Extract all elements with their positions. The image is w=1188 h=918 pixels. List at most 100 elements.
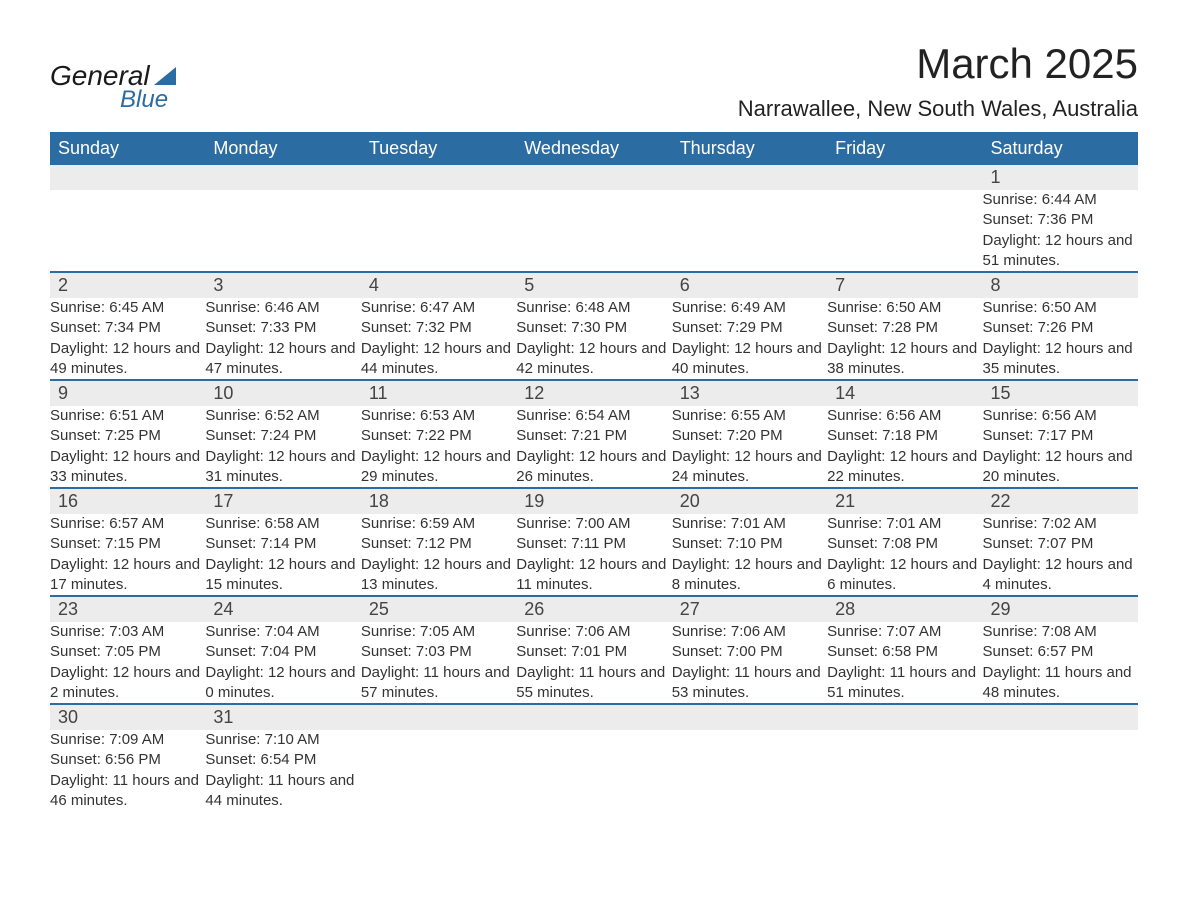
day-detail-cell: Sunrise: 6:59 AMSunset: 7:12 PMDaylight:… [361,514,516,596]
day-detail-cell [672,190,827,272]
day-cell: 8 [983,272,1138,298]
day-number: 28 [827,597,982,622]
sunrise-text: Sunrise: 6:49 AM [672,298,827,318]
day-number: 30 [50,705,205,730]
daylight-text: Daylight: 11 hours and 55 minutes. [516,663,671,704]
sunrise-text: Sunrise: 7:01 AM [672,514,827,534]
sunrise-text: Sunrise: 6:59 AM [361,514,516,534]
day-cell: 31 [205,704,360,730]
day-cell: 7 [827,272,982,298]
day-cell: 28 [827,596,982,622]
sunrise-text: Sunrise: 7:04 AM [205,622,360,642]
sunset-text: Sunset: 7:10 PM [672,534,827,554]
sunset-text: Sunset: 6:57 PM [983,642,1138,662]
sunrise-text: Sunrise: 6:56 AM [827,406,982,426]
day-cell: 11 [361,380,516,406]
day-number: 19 [516,489,671,514]
day-cell: 17 [205,488,360,514]
sunrise-text: Sunrise: 7:10 AM [205,730,360,750]
daylight-text: Daylight: 11 hours and 48 minutes. [983,663,1138,704]
sunset-text: Sunset: 7:21 PM [516,426,671,446]
day-detail-cell: Sunrise: 6:53 AMSunset: 7:22 PMDaylight:… [361,406,516,488]
day-cell: 6 [672,272,827,298]
day-number: 27 [672,597,827,622]
brand-part2: Blue [120,86,168,114]
sunset-text: Sunset: 7:03 PM [361,642,516,662]
day-cell [50,165,205,190]
sunset-text: Sunset: 7:32 PM [361,318,516,338]
daylight-text: Daylight: 12 hours and 0 minutes. [205,663,360,704]
day-number: 8 [983,273,1138,298]
day-cell [516,165,671,190]
day-detail-cell [50,190,205,272]
day-number: 1 [983,165,1138,190]
sunrise-text: Sunrise: 6:45 AM [50,298,205,318]
detail-row: Sunrise: 7:03 AMSunset: 7:05 PMDaylight:… [50,622,1138,704]
daynum-row: 3031 [50,704,1138,730]
day-cell: 15 [983,380,1138,406]
daylight-text: Daylight: 11 hours and 44 minutes. [205,771,360,812]
day-detail-cell: Sunrise: 6:47 AMSunset: 7:32 PMDaylight:… [361,298,516,380]
day-cell: 10 [205,380,360,406]
sunrise-text: Sunrise: 6:44 AM [983,190,1138,210]
day-detail-cell: Sunrise: 7:01 AMSunset: 7:08 PMDaylight:… [827,514,982,596]
sunset-text: Sunset: 7:29 PM [672,318,827,338]
sunrise-text: Sunrise: 7:02 AM [983,514,1138,534]
sunrise-text: Sunrise: 7:06 AM [516,622,671,642]
day-detail-cell: Sunrise: 7:04 AMSunset: 7:04 PMDaylight:… [205,622,360,704]
daylight-text: Daylight: 12 hours and 47 minutes. [205,339,360,380]
day-number: 25 [361,597,516,622]
daylight-text: Daylight: 12 hours and 6 minutes. [827,555,982,596]
day-cell [205,165,360,190]
day-number: 13 [672,381,827,406]
day-number: 20 [672,489,827,514]
day-number: 26 [516,597,671,622]
sunset-text: Sunset: 7:15 PM [50,534,205,554]
detail-row: Sunrise: 6:51 AMSunset: 7:25 PMDaylight:… [50,406,1138,488]
daylight-text: Daylight: 12 hours and 29 minutes. [361,447,516,488]
daylight-text: Daylight: 11 hours and 51 minutes. [827,663,982,704]
weekday-header: Friday [827,132,982,165]
calendar-location: Narrawallee, New South Wales, Australia [738,96,1138,122]
day-detail-cell: Sunrise: 6:51 AMSunset: 7:25 PMDaylight:… [50,406,205,488]
sunrise-text: Sunrise: 6:57 AM [50,514,205,534]
day-detail-cell: Sunrise: 7:06 AMSunset: 7:01 PMDaylight:… [516,622,671,704]
day-cell: 12 [516,380,671,406]
day-detail-cell: Sunrise: 6:46 AMSunset: 7:33 PMDaylight:… [205,298,360,380]
day-detail-cell: Sunrise: 7:06 AMSunset: 7:00 PMDaylight:… [672,622,827,704]
day-detail-cell: Sunrise: 7:09 AMSunset: 6:56 PMDaylight:… [50,730,205,811]
day-cell: 3 [205,272,360,298]
day-cell: 24 [205,596,360,622]
day-detail-cell: Sunrise: 6:48 AMSunset: 7:30 PMDaylight:… [516,298,671,380]
day-cell [672,165,827,190]
day-cell: 20 [672,488,827,514]
title-block: March 2025 Narrawallee, New South Wales,… [738,40,1138,122]
sunset-text: Sunset: 7:18 PM [827,426,982,446]
day-detail-cell [516,190,671,272]
sunrise-text: Sunrise: 6:47 AM [361,298,516,318]
day-cell [516,704,671,730]
day-detail-cell [516,730,671,811]
day-number: 16 [50,489,205,514]
sunset-text: Sunset: 7:17 PM [983,426,1138,446]
day-number: 21 [827,489,982,514]
sunrise-text: Sunrise: 6:54 AM [516,406,671,426]
weekday-header-row: Sunday Monday Tuesday Wednesday Thursday… [50,132,1138,165]
daylight-text: Daylight: 12 hours and 11 minutes. [516,555,671,596]
sunset-text: Sunset: 7:22 PM [361,426,516,446]
weekday-header: Tuesday [361,132,516,165]
detail-row: Sunrise: 6:45 AMSunset: 7:34 PMDaylight:… [50,298,1138,380]
sunrise-text: Sunrise: 7:03 AM [50,622,205,642]
day-cell [361,165,516,190]
daylight-text: Daylight: 12 hours and 22 minutes. [827,447,982,488]
daylight-text: Daylight: 12 hours and 51 minutes. [983,231,1138,272]
day-detail-cell [827,730,982,811]
day-detail-cell: Sunrise: 6:54 AMSunset: 7:21 PMDaylight:… [516,406,671,488]
sunrise-text: Sunrise: 7:01 AM [827,514,982,534]
day-number: 2 [50,273,205,298]
day-number: 11 [361,381,516,406]
sunset-text: Sunset: 7:00 PM [672,642,827,662]
day-detail-cell: Sunrise: 6:56 AMSunset: 7:17 PMDaylight:… [983,406,1138,488]
day-cell: 27 [672,596,827,622]
day-detail-cell [983,730,1138,811]
